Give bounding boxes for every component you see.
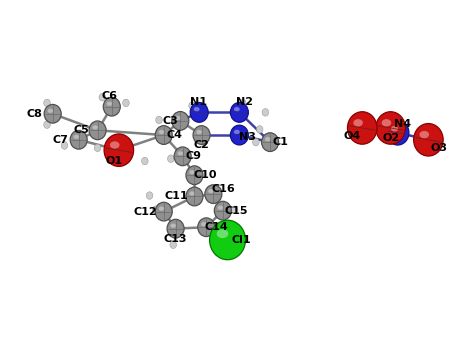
Text: N1: N1 (190, 97, 207, 107)
Ellipse shape (110, 141, 119, 149)
Text: N3: N3 (239, 132, 256, 143)
Ellipse shape (99, 93, 106, 101)
Ellipse shape (189, 191, 195, 196)
Ellipse shape (123, 99, 129, 107)
Ellipse shape (107, 102, 112, 106)
Ellipse shape (234, 107, 240, 112)
Ellipse shape (201, 222, 207, 226)
Ellipse shape (198, 218, 215, 237)
Ellipse shape (256, 125, 263, 133)
Ellipse shape (214, 201, 231, 220)
Ellipse shape (171, 224, 176, 228)
Text: C6: C6 (101, 91, 118, 101)
Text: C16: C16 (212, 184, 236, 194)
Text: C13: C13 (164, 234, 187, 244)
Ellipse shape (177, 151, 183, 155)
Text: O4: O4 (343, 132, 360, 142)
Ellipse shape (92, 125, 98, 130)
Ellipse shape (262, 133, 279, 151)
Ellipse shape (234, 130, 240, 134)
Ellipse shape (155, 202, 172, 221)
Ellipse shape (265, 137, 271, 141)
Ellipse shape (186, 166, 203, 184)
Ellipse shape (44, 121, 50, 129)
Ellipse shape (103, 97, 120, 116)
Ellipse shape (231, 206, 238, 213)
Text: C9: C9 (185, 151, 201, 161)
Ellipse shape (194, 107, 200, 112)
Ellipse shape (94, 144, 101, 152)
Ellipse shape (210, 220, 246, 260)
Text: N4: N4 (394, 119, 411, 129)
Ellipse shape (146, 192, 153, 199)
Text: N2: N2 (236, 97, 253, 107)
Ellipse shape (190, 103, 208, 122)
Ellipse shape (89, 121, 106, 140)
Ellipse shape (353, 119, 363, 127)
Text: C7: C7 (53, 135, 69, 145)
Ellipse shape (44, 99, 50, 107)
Ellipse shape (104, 134, 134, 166)
Ellipse shape (391, 126, 398, 132)
Ellipse shape (186, 187, 203, 206)
Text: C1: C1 (273, 137, 288, 147)
Text: C4: C4 (166, 130, 182, 140)
Ellipse shape (172, 112, 189, 130)
Ellipse shape (159, 130, 164, 134)
Ellipse shape (382, 119, 391, 127)
Ellipse shape (73, 135, 79, 139)
Ellipse shape (262, 108, 269, 116)
Ellipse shape (253, 138, 259, 146)
Ellipse shape (44, 104, 61, 123)
Ellipse shape (61, 142, 68, 149)
Ellipse shape (159, 207, 164, 211)
Ellipse shape (217, 229, 228, 238)
Ellipse shape (386, 120, 409, 145)
Ellipse shape (167, 219, 184, 238)
Ellipse shape (239, 99, 246, 107)
Ellipse shape (175, 116, 181, 120)
Ellipse shape (189, 170, 195, 174)
Ellipse shape (70, 130, 87, 149)
Ellipse shape (229, 239, 236, 247)
Ellipse shape (201, 138, 207, 146)
Text: O2: O2 (382, 133, 399, 143)
Ellipse shape (230, 103, 248, 122)
Text: Cl1: Cl1 (232, 235, 252, 245)
Ellipse shape (215, 187, 221, 195)
Text: C10: C10 (193, 170, 217, 180)
Ellipse shape (170, 241, 176, 249)
Text: C12: C12 (133, 207, 156, 217)
Ellipse shape (205, 185, 222, 204)
Text: C3: C3 (162, 116, 178, 126)
Ellipse shape (376, 112, 405, 144)
Ellipse shape (230, 125, 248, 145)
Ellipse shape (193, 126, 210, 144)
Ellipse shape (167, 155, 174, 162)
Text: C15: C15 (224, 206, 248, 216)
Text: C14: C14 (205, 222, 228, 232)
Text: O1: O1 (106, 155, 123, 166)
Ellipse shape (196, 130, 202, 134)
Ellipse shape (142, 157, 148, 165)
Text: O3: O3 (430, 143, 447, 153)
Ellipse shape (116, 159, 122, 166)
Ellipse shape (156, 116, 162, 124)
Ellipse shape (419, 131, 429, 138)
Text: C8: C8 (27, 109, 43, 119)
Text: C2: C2 (193, 140, 210, 150)
Ellipse shape (347, 112, 377, 144)
Text: C11: C11 (164, 192, 188, 202)
Ellipse shape (414, 123, 443, 156)
Ellipse shape (155, 126, 172, 144)
Ellipse shape (153, 206, 159, 213)
Text: C5: C5 (73, 125, 89, 135)
Ellipse shape (174, 147, 191, 166)
Ellipse shape (218, 206, 223, 210)
Ellipse shape (189, 102, 195, 109)
Ellipse shape (47, 109, 53, 113)
Ellipse shape (208, 189, 214, 193)
